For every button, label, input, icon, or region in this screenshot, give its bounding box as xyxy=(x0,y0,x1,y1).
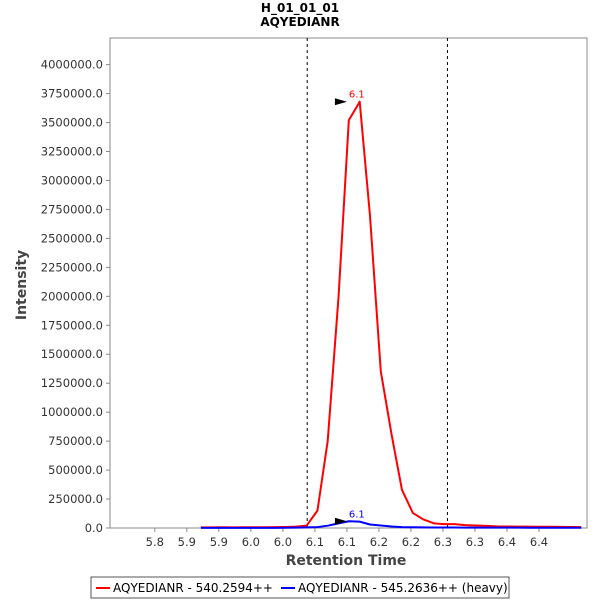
y-tick-label: 250000.0 xyxy=(48,492,103,506)
y-tick-label: 3750000.0 xyxy=(41,87,103,101)
y-tick-label: 2500000.0 xyxy=(41,231,103,245)
y-axis: 0.0 250000.0 500000.0 750000.0 1000000.0 1250… xyxy=(41,58,110,535)
x-tick-label: 6.4 xyxy=(530,535,548,549)
y-tick-label: 2000000.0 xyxy=(41,289,103,303)
y-tick-label: 1500000.0 xyxy=(41,347,103,361)
peak-marker-2 xyxy=(334,517,347,525)
x-axis: 5.8 5.9 5.9 6.0 6.0 6.1 6.1 6.2 6.2 6.3 6.3 6.4 6.4 xyxy=(146,528,548,549)
y-tick-label: 0.0 xyxy=(85,521,103,535)
x-tick-label: 6.2 xyxy=(402,535,420,549)
x-tick-label: 6.0 xyxy=(274,535,292,549)
y-axis-label: Intensity xyxy=(14,250,30,320)
chart-subtitle: AQYEDIANR xyxy=(260,15,339,29)
y-tick-label: 1750000.0 xyxy=(41,318,103,332)
peak-label-1: 6.1 xyxy=(349,90,365,101)
x-tick-label: 6.2 xyxy=(370,535,388,549)
y-tick-label: 2250000.0 xyxy=(41,260,103,274)
peak-label-2: 6.1 xyxy=(349,509,365,520)
y-tick-label: 4000000.0 xyxy=(41,58,103,72)
x-tick-label: 6.1 xyxy=(306,535,324,549)
x-tick-label: 6.3 xyxy=(434,535,452,549)
legend-label-1: AQYEDIANR - 540.2594++ xyxy=(113,581,273,595)
plot-area xyxy=(109,37,588,529)
legend: AQYEDIANR - 540.2594++ AQYEDIANR - 545.26… xyxy=(90,576,510,599)
y-tick-label: 3500000.0 xyxy=(41,116,103,130)
series-layer: 6.1 6.1 xyxy=(200,90,582,529)
peak-marker-1 xyxy=(334,98,347,106)
y-tick-label: 3000000.0 xyxy=(41,173,103,187)
y-tick-label: 500000.0 xyxy=(48,463,103,477)
x-tick-label: 6.1 xyxy=(338,535,356,549)
x-tick-label: 5.9 xyxy=(178,535,196,549)
legend-label-2: AQYEDIANR - 545.2636++ (heavy) xyxy=(298,581,508,595)
x-tick-label: 5.8 xyxy=(146,535,164,549)
x-tick-label: 6.4 xyxy=(498,535,516,549)
x-axis-label: Retention Time xyxy=(286,553,407,569)
integration-boundaries xyxy=(306,38,448,528)
series-line-2 xyxy=(200,520,582,529)
y-tick-label: 750000.0 xyxy=(48,434,103,448)
y-tick-label: 1000000.0 xyxy=(41,405,103,419)
x-tick-label: 6.0 xyxy=(242,535,260,549)
chart-title: H_01_01_01 xyxy=(261,1,339,16)
y-tick-label: 2750000.0 xyxy=(41,202,103,216)
x-tick-label: 5.9 xyxy=(210,535,228,549)
x-tick-label: 6.3 xyxy=(466,535,484,549)
y-tick-label: 3250000.0 xyxy=(41,145,103,159)
y-tick-label: 1250000.0 xyxy=(41,376,103,390)
legend-box xyxy=(90,576,510,599)
